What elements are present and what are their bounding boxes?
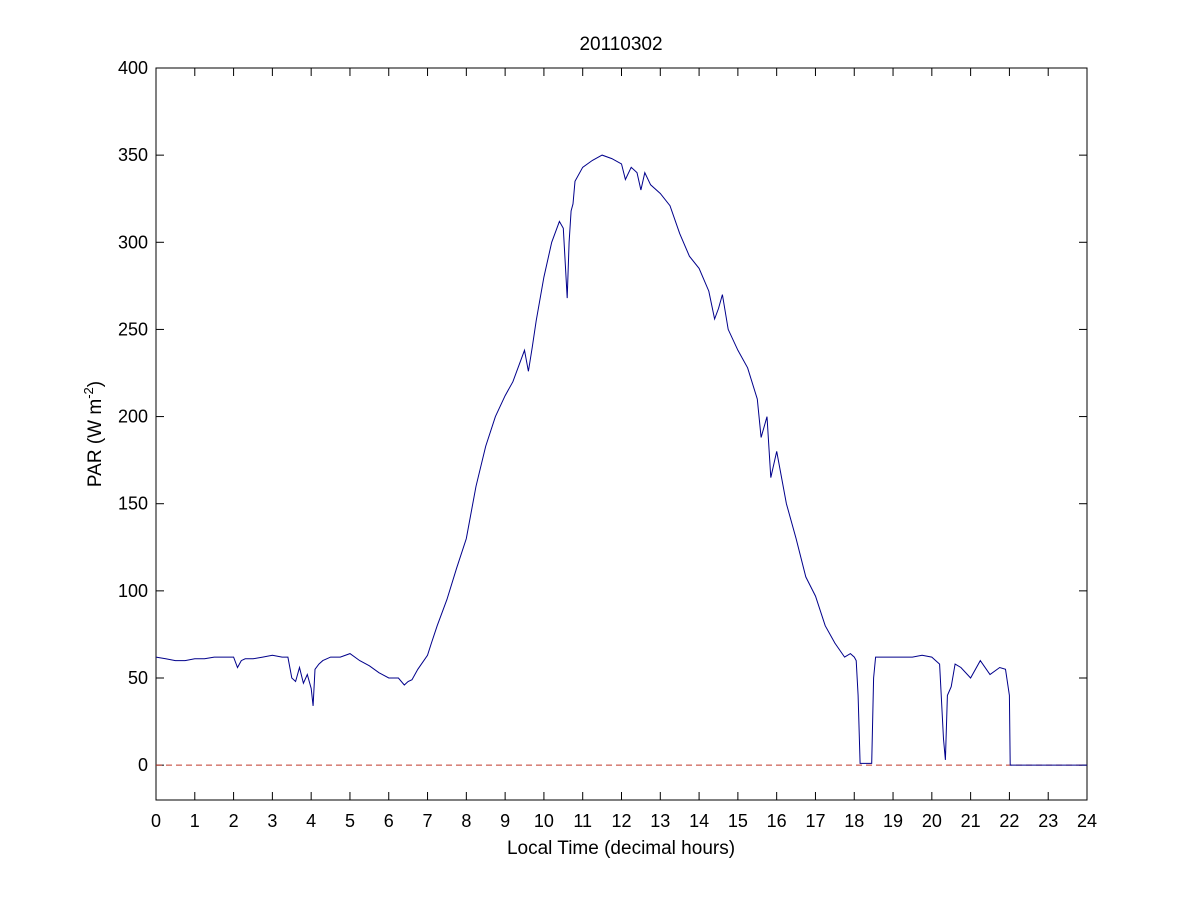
x-tick-label: 2 (229, 811, 239, 831)
x-tick-label: 9 (500, 811, 510, 831)
y-tick-label: 150 (118, 494, 148, 514)
x-tick-label: 23 (1038, 811, 1058, 831)
y-tick-label: 350 (118, 145, 148, 165)
x-tick-label: 14 (689, 811, 709, 831)
x-tick-label: 8 (461, 811, 471, 831)
x-tick-label: 20 (922, 811, 942, 831)
x-tick-label: 5 (345, 811, 355, 831)
y-axis-label-sup: -2 (81, 387, 96, 399)
x-tick-label: 18 (844, 811, 864, 831)
x-tick-label: 7 (423, 811, 433, 831)
x-axis-label: Local Time (decimal hours) (507, 838, 735, 859)
y-tick-label: 200 (118, 407, 148, 427)
y-tick-labels: 0 50 100 150 200 250 300 350 400 (118, 58, 148, 775)
x-tick-labels: 0 1 2 3 4 5 6 7 8 9 10 11 12 13 14 15 16 17 18 19 20 21 22 23 24 (151, 811, 1097, 831)
y-axis-label-main: PAR (W m (85, 399, 106, 487)
x-tick-label: 3 (267, 811, 277, 831)
y-tick-label: 100 (118, 581, 148, 601)
y-tick-label: 50 (128, 668, 148, 688)
y-tick-label: 0 (138, 755, 148, 775)
y-tick-label: 400 (118, 58, 148, 78)
axis-ticks (155, 67, 1088, 800)
y-tick-label: 300 (118, 232, 148, 252)
x-tick-label: 0 (151, 811, 161, 831)
x-tick-label: 4 (306, 811, 316, 831)
x-tick-label: 13 (650, 811, 670, 831)
x-tick-label: 22 (999, 811, 1019, 831)
par-series-line (155, 154, 1087, 766)
y-axis-label: PAR (W m-2) (81, 381, 106, 487)
x-tick-label: 11 (573, 811, 592, 831)
x-tick-label: 16 (767, 811, 787, 831)
chart-title: 20110302 (579, 34, 662, 55)
x-tick-label: 10 (534, 811, 554, 831)
y-tick-label: 250 (118, 319, 148, 339)
x-tick-label: 19 (883, 811, 903, 831)
x-tick-label: 15 (728, 811, 748, 831)
x-tick-label: 21 (961, 811, 981, 831)
x-tick-label: 1 (190, 811, 200, 831)
x-tick-label: 17 (805, 811, 825, 831)
y-axis-label-close: ) (85, 381, 106, 387)
plot-area: 0 1 2 3 4 5 6 7 8 9 10 11 12 13 14 15 16 17 18 19 20 21 22 23 24… (118, 58, 1097, 831)
x-tick-label: 12 (611, 811, 631, 831)
x-tick-label: 6 (384, 811, 394, 831)
x-tick-label: 24 (1077, 811, 1097, 831)
